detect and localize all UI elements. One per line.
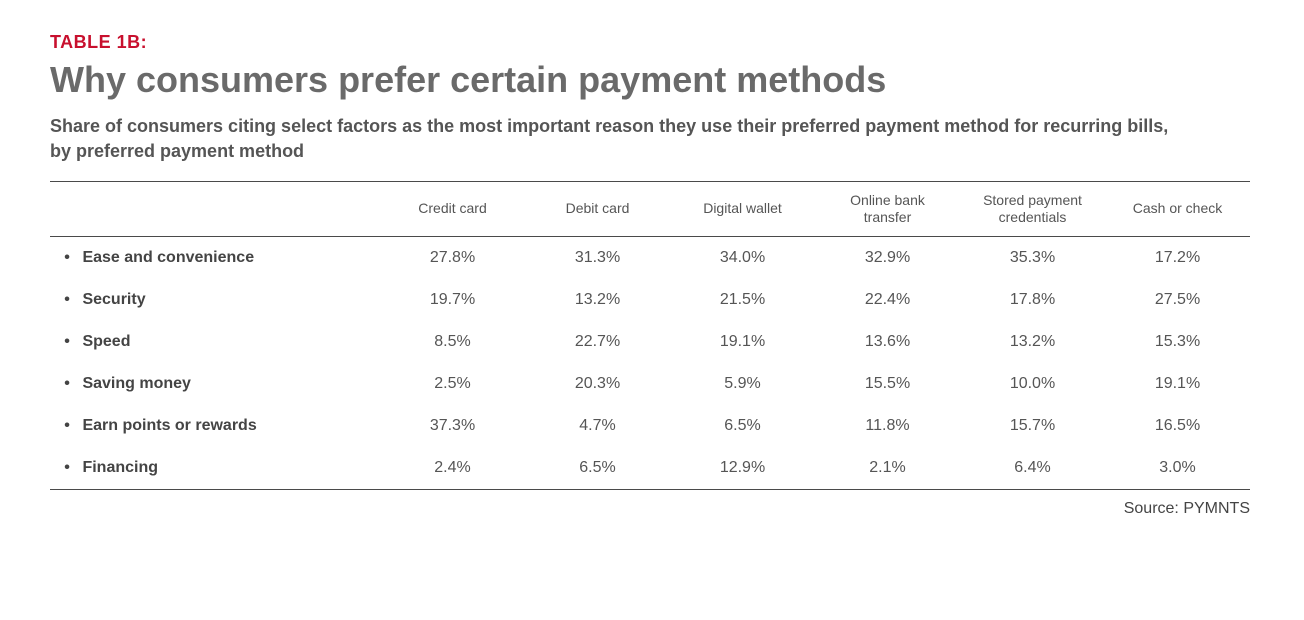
row-label-text: Ease and convenience [82,249,254,266]
table-subtitle: Share of consumers citing select factors… [50,114,1180,163]
table-label: TABLE 1B: [50,32,1264,53]
cell-value: 13.2% [960,321,1105,363]
row-label: • Earn points or rewards [50,405,380,447]
cell-value: 2.5% [380,363,525,405]
cell-value: 6.4% [960,447,1105,490]
bullet-icon: • [56,249,78,267]
cell-value: 8.5% [380,321,525,363]
cell-value: 31.3% [525,236,670,279]
table-title: Why consumers prefer certain payment met… [50,59,1264,100]
cell-value: 37.3% [380,405,525,447]
cell-value: 16.5% [1105,405,1250,447]
cell-value: 4.7% [525,405,670,447]
cell-value: 12.9% [670,447,815,490]
column-header: Credit card [380,181,525,236]
cell-value: 17.2% [1105,236,1250,279]
column-header: Debit card [525,181,670,236]
cell-value: 19.1% [1105,363,1250,405]
cell-value: 20.3% [525,363,670,405]
row-label: • Saving money [50,363,380,405]
cell-value: 3.0% [1105,447,1250,490]
row-label-text: Speed [82,333,130,350]
cell-value: 19.1% [670,321,815,363]
cell-value: 19.7% [380,279,525,321]
cell-value: 13.2% [525,279,670,321]
bullet-icon: • [56,333,78,351]
data-table: Credit cardDebit cardDigital walletOnlin… [50,181,1250,490]
table-row: • Security19.7%13.2%21.5%22.4%17.8%27.5% [50,279,1250,321]
table-row: • Earn points or rewards37.3%4.7%6.5%11.… [50,405,1250,447]
cell-value: 2.1% [815,447,960,490]
cell-value: 34.0% [670,236,815,279]
row-label-text: Financing [82,459,158,476]
row-label-text: Security [82,291,145,308]
cell-value: 27.8% [380,236,525,279]
table-row: • Ease and convenience27.8%31.3%34.0%32.… [50,236,1250,279]
cell-value: 13.6% [815,321,960,363]
table-figure: TABLE 1B: Why consumers prefer certain p… [0,0,1304,620]
cell-value: 27.5% [1105,279,1250,321]
bullet-icon: • [56,417,78,435]
cell-value: 22.4% [815,279,960,321]
bullet-icon: • [56,459,78,477]
cell-value: 10.0% [960,363,1105,405]
table-row: • Speed8.5%22.7%19.1%13.6%13.2%15.3% [50,321,1250,363]
cell-value: 15.7% [960,405,1105,447]
row-label: • Security [50,279,380,321]
cell-value: 17.8% [960,279,1105,321]
column-header: Digital wallet [670,181,815,236]
column-header: Cash or check [1105,181,1250,236]
table-header-row: Credit cardDebit cardDigital walletOnlin… [50,181,1250,236]
column-header: Online banktransfer [815,181,960,236]
row-label: • Speed [50,321,380,363]
source-text: Source: PYMNTS [50,500,1250,518]
cell-value: 22.7% [525,321,670,363]
table-row: • Saving money2.5%20.3%5.9%15.5%10.0%19.… [50,363,1250,405]
row-label: • Ease and convenience [50,236,380,279]
cell-value: 21.5% [670,279,815,321]
row-label: • Financing [50,447,380,490]
bullet-icon: • [56,375,78,393]
cell-value: 35.3% [960,236,1105,279]
cell-value: 32.9% [815,236,960,279]
cell-value: 6.5% [670,405,815,447]
column-header: Stored paymentcredentials [960,181,1105,236]
cell-value: 2.4% [380,447,525,490]
bullet-icon: • [56,291,78,309]
cell-value: 15.3% [1105,321,1250,363]
row-label-text: Earn points or rewards [82,417,256,434]
column-header-stub [50,181,380,236]
row-label-text: Saving money [82,375,190,392]
table-body: • Ease and convenience27.8%31.3%34.0%32.… [50,236,1250,489]
cell-value: 5.9% [670,363,815,405]
cell-value: 11.8% [815,405,960,447]
table-row: • Financing2.4%6.5%12.9%2.1%6.4%3.0% [50,447,1250,490]
cell-value: 6.5% [525,447,670,490]
cell-value: 15.5% [815,363,960,405]
